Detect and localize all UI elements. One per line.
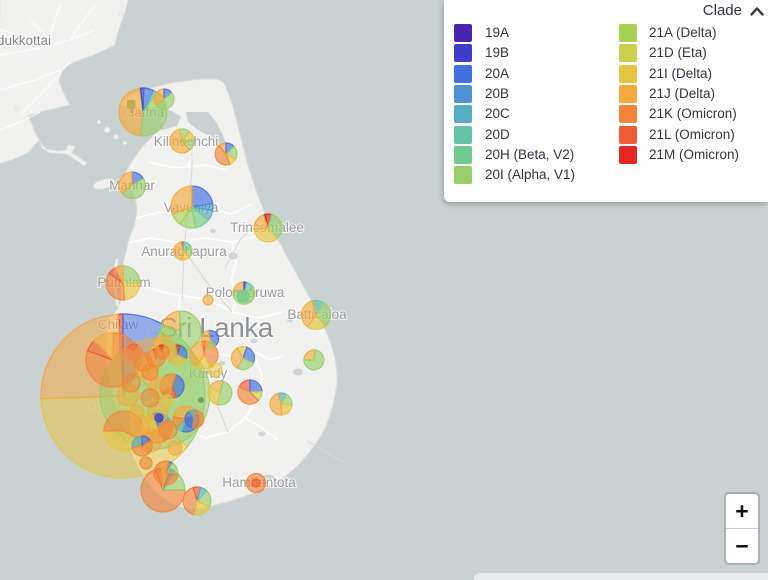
svg-text:dukkottai: dukkottai bbox=[0, 33, 51, 48]
